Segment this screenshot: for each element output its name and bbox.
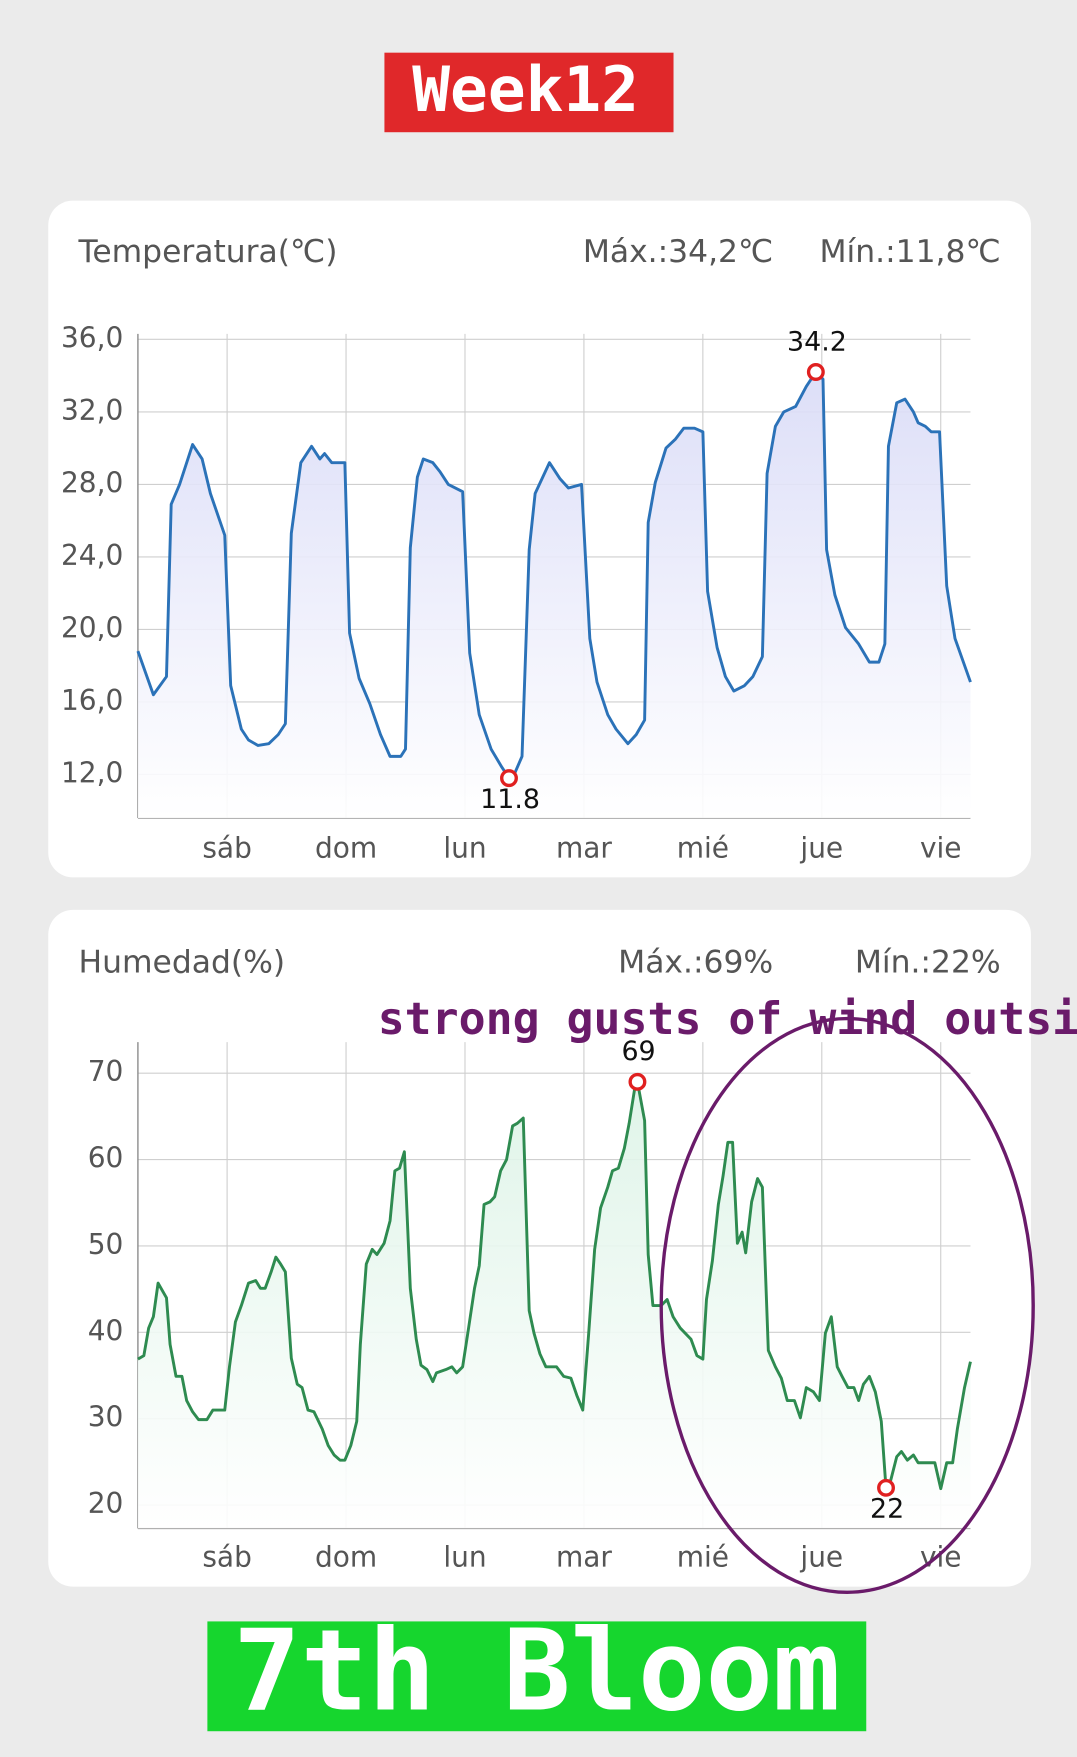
stat-label: Máx.:69% bbox=[618, 945, 773, 981]
chart-title: Temperatura(℃) bbox=[78, 234, 338, 270]
highlight-ellipse bbox=[659, 1016, 1035, 1594]
extreme-marker bbox=[877, 1478, 895, 1497]
y-tick-label: 32,0 bbox=[61, 394, 123, 427]
y-tick-label: 28,0 bbox=[61, 466, 123, 499]
point-label: 69 bbox=[621, 1036, 655, 1067]
y-tick-label: 70 bbox=[88, 1055, 124, 1088]
y-tick-label: 30 bbox=[88, 1401, 124, 1434]
area bbox=[137, 372, 971, 818]
point-label: 34.2 bbox=[787, 326, 847, 357]
chart-title: Humedad(%) bbox=[79, 945, 286, 981]
point-label: 22 bbox=[870, 1494, 904, 1525]
y-tick-label: 12,0 bbox=[61, 756, 123, 789]
extreme-marker bbox=[500, 769, 518, 788]
extreme-marker bbox=[628, 1072, 647, 1091]
y-tick-label: 36,0 bbox=[61, 321, 123, 354]
line bbox=[137, 1080, 972, 1491]
stat-label: Mín.:22% bbox=[855, 945, 1001, 981]
footer-text: 7th Bloom bbox=[233, 1606, 840, 1736]
y-tick-label: 40 bbox=[88, 1314, 124, 1347]
x-tick-label: sáb bbox=[202, 831, 252, 864]
x-tick-label: jue bbox=[799, 831, 843, 864]
x-tick-label: lun bbox=[443, 831, 486, 864]
y-tick-label: 60 bbox=[88, 1142, 124, 1175]
y-tick-label: 50 bbox=[88, 1228, 124, 1261]
x-tick-label: mié bbox=[677, 1541, 729, 1574]
x-tick-label: dom bbox=[315, 831, 377, 864]
footer-badge bbox=[207, 1621, 867, 1732]
x-tick-label: dom bbox=[315, 1541, 377, 1574]
x-tick-label: mar bbox=[556, 831, 612, 864]
point-label: 11.8 bbox=[480, 784, 540, 815]
annotation: strong gusts of wind outside bbox=[378, 992, 1077, 1045]
x-tick-label: lun bbox=[443, 1541, 486, 1574]
week-title: Week12 bbox=[412, 53, 639, 126]
y-tick-label: 24,0 bbox=[61, 539, 123, 572]
y-tick-label: 16,0 bbox=[61, 684, 123, 717]
x-tick-label: mié bbox=[677, 831, 729, 864]
x-tick-label: mar bbox=[556, 1541, 612, 1574]
title-badge bbox=[384, 52, 674, 133]
x-tick-label: jue bbox=[799, 1541, 843, 1574]
charts: Temperatura(℃) Máx.:34,2℃ Mín.:11,8℃ 12,0 16… bbox=[61, 234, 1001, 1573]
y-tick-label: 20 bbox=[88, 1487, 124, 1520]
extreme-marker bbox=[806, 363, 825, 381]
x-tick-label: sáb bbox=[202, 1541, 252, 1574]
line bbox=[136, 370, 972, 780]
x-tick-label: vie bbox=[920, 1541, 962, 1574]
y-tick-label: 20,0 bbox=[61, 611, 123, 644]
x-tick-label: vie bbox=[920, 831, 962, 864]
stat-label: Máx.:34,2℃ bbox=[583, 234, 773, 270]
stat-label: Mín.:11,8℃ bbox=[819, 234, 1000, 270]
